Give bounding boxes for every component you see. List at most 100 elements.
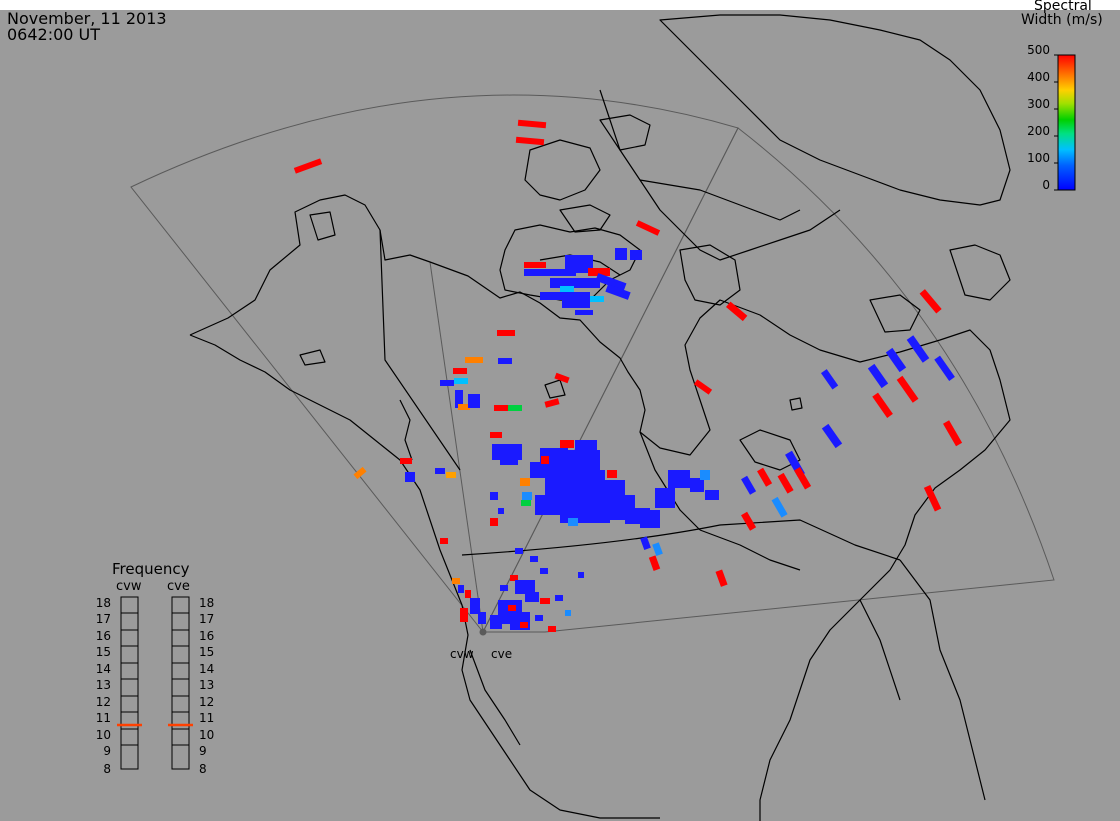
- cvw-echo: [455, 390, 463, 408]
- cve-echo: [771, 496, 788, 518]
- cve-echo: [521, 500, 531, 506]
- cve-echo: [540, 568, 548, 574]
- cve-echo: [530, 556, 538, 562]
- cve-echo: [919, 289, 942, 314]
- cve-echo: [510, 575, 518, 581]
- cve-echo: [541, 456, 549, 464]
- cve-echo: [943, 420, 963, 447]
- cvw-echo: [460, 608, 468, 622]
- colorbar-tick: 500: [1027, 43, 1050, 57]
- colorbar-unit: Width (m/s): [1021, 12, 1103, 28]
- cve-echo: [896, 375, 919, 403]
- frequency-tick: 13: [199, 678, 215, 692]
- frequency-gauges: [120, 596, 190, 770]
- coastline: [189, 14, 1011, 821]
- cvw-echo: [468, 394, 480, 408]
- cve-echo: [867, 363, 889, 389]
- frequency-tick: 18: [199, 596, 215, 610]
- cve-echo: [508, 605, 516, 611]
- cve-echo: [635, 220, 661, 236]
- cve-echo: [540, 598, 550, 604]
- cve-echo: [568, 518, 578, 526]
- colorbar-tick: 100: [1027, 151, 1050, 165]
- cve-echo: [565, 610, 571, 616]
- cvw-echo: [452, 578, 460, 584]
- colorbar: [1057, 54, 1076, 191]
- cvw-echo: [353, 466, 367, 480]
- cvw-echo: [458, 404, 470, 410]
- cvw-gauge-label: cvw: [116, 579, 142, 594]
- radar-site-marker: [479, 628, 487, 636]
- cvw-echo: [454, 378, 468, 384]
- cve-echo: [705, 490, 719, 500]
- cvw-echo: [565, 255, 593, 273]
- fov-beam-boundary: [429, 261, 484, 633]
- cvw-echo: [498, 508, 504, 514]
- cve-echo: [520, 478, 530, 486]
- colorbar-tick: 200: [1027, 124, 1050, 138]
- cvw-echo: [440, 538, 448, 544]
- cve-echo: [548, 626, 556, 632]
- frequency-tick: 8: [199, 762, 207, 776]
- cve-echo: [535, 615, 543, 621]
- cve-frequency-gauge: [171, 596, 190, 770]
- cve-echo: [821, 423, 843, 449]
- cvw-echo: [494, 405, 508, 411]
- colorbar-tick: 300: [1027, 97, 1050, 111]
- cve-echo: [525, 592, 539, 602]
- cvw-echo: [453, 368, 467, 374]
- cve-echo: [934, 355, 955, 381]
- site-label-cve: cve: [491, 647, 513, 661]
- cve-echo: [690, 478, 704, 492]
- cvw-echo: [465, 590, 471, 598]
- cvw-echo: [515, 136, 545, 146]
- frequency-tick: 11: [95, 711, 111, 725]
- cve-echo: [560, 440, 574, 448]
- frequency-tick: 17: [199, 612, 215, 626]
- cvw-echo: [490, 432, 502, 438]
- cvw-echo: [560, 286, 574, 292]
- cvw-echo: [540, 292, 590, 300]
- colorbar-ticks: [1054, 54, 1058, 191]
- frequency-tick: 14: [95, 662, 111, 676]
- colorbar-title: Spectral: [1034, 0, 1092, 14]
- frequency-tick: 16: [199, 629, 215, 643]
- cve-echo: [872, 392, 893, 418]
- cvw-echo: [440, 380, 454, 386]
- map-background: [0, 10, 1120, 821]
- cve-scatter: [490, 220, 963, 632]
- cvw-echo: [517, 119, 547, 129]
- cvw-echo: [544, 398, 560, 408]
- cve-echo: [578, 572, 584, 578]
- frequency-tick: 15: [95, 645, 111, 659]
- cvw-echo: [490, 518, 498, 526]
- cve-echo: [648, 555, 661, 571]
- cve-echo: [588, 268, 610, 276]
- cve-echo: [490, 615, 502, 629]
- cve-echo: [693, 379, 713, 395]
- cve-echo: [741, 475, 757, 495]
- cvw-echo: [550, 278, 600, 288]
- cve-echo: [630, 250, 642, 260]
- cvw-echo: [497, 330, 515, 336]
- cve-echo: [906, 335, 930, 363]
- cve-echo: [820, 369, 839, 390]
- cve-echo: [522, 492, 532, 500]
- cve-echo: [615, 248, 627, 260]
- frequency-tick: 13: [95, 678, 111, 692]
- cve-echo: [885, 347, 907, 373]
- cve-echo: [515, 580, 535, 594]
- frequency-tick: 8: [103, 762, 111, 776]
- cve-echo: [655, 488, 675, 508]
- cvw-echo: [470, 598, 480, 614]
- colorbar-tick: 0: [1042, 178, 1050, 192]
- cve-echo: [652, 542, 663, 557]
- cve-echo: [700, 470, 710, 480]
- frequency-tick: 11: [199, 711, 215, 725]
- cvw-frequency-gauge: [120, 596, 139, 770]
- cve-echo: [757, 467, 773, 487]
- fov-cve: [482, 127, 1055, 633]
- cve-echo: [668, 470, 690, 488]
